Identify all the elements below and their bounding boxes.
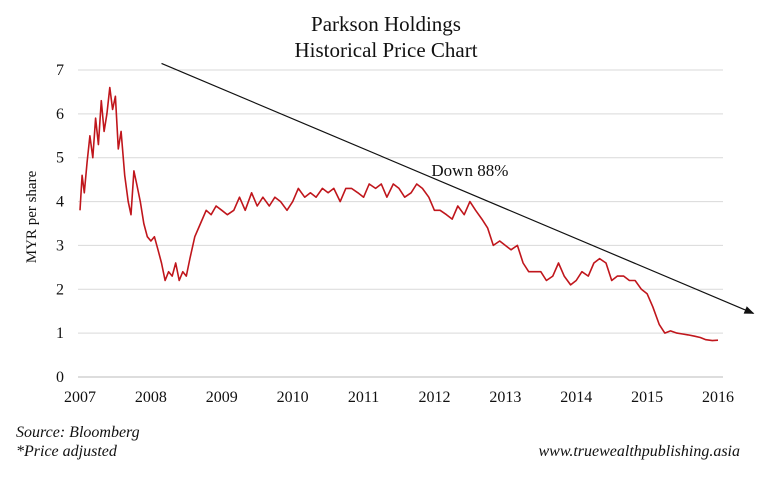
y-tick-label: 3 [56, 237, 64, 254]
y-tick-label: 7 [56, 62, 64, 79]
y-axis-label: MYR per share [24, 170, 40, 263]
y-tick-label: 1 [56, 325, 64, 342]
x-tick-label: 2010 [277, 389, 309, 406]
y-tick-label: 0 [56, 369, 64, 386]
y-tick-label: 2 [56, 281, 64, 298]
y-tick-label: 4 [56, 194, 64, 211]
x-tick-label: 2008 [135, 389, 167, 406]
price-series-line [79, 86, 719, 342]
x-tick-label: 2009 [206, 389, 238, 406]
down-88-annotation: Down 88% [431, 161, 508, 180]
price-adjusted-note: *Price adjusted [16, 443, 117, 460]
x-tick-label: 2015 [631, 389, 663, 406]
x-tick-label: 2014 [560, 389, 592, 406]
source-note: Source: Bloomberg [16, 424, 140, 441]
website-credit: www.truewealthpublishing.asia [538, 443, 741, 460]
chart-subtitle: Historical Price Chart [294, 38, 478, 62]
x-tick-label: 2007 [64, 389, 96, 406]
y-tick-label: 5 [56, 150, 64, 167]
x-tick-label: 2011 [348, 389, 379, 406]
y-tick-label: 6 [56, 106, 64, 123]
x-tick-label: 2016 [702, 389, 734, 406]
x-tick-label: 2012 [418, 389, 450, 406]
downtrend-arrow [161, 62, 755, 314]
x-tick-label: 2013 [489, 389, 521, 406]
chart-title: Parkson Holdings [311, 12, 461, 36]
